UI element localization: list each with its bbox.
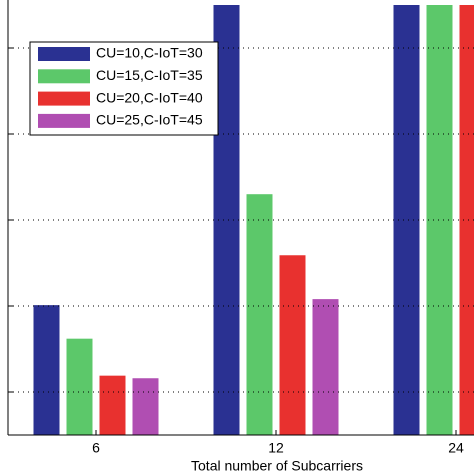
bar (426, 5, 453, 435)
legend-swatch (38, 69, 90, 84)
bar (246, 194, 273, 435)
legend-swatch (38, 91, 90, 106)
legend-label: CU=25,C-IoT=45 (96, 112, 203, 128)
legend-swatch (38, 113, 90, 128)
bar (459, 5, 474, 435)
legend-label: CU=15,C-IoT=35 (96, 67, 203, 83)
bar (33, 305, 60, 435)
x-tick-label: 24 (448, 440, 464, 456)
legend-swatch (38, 47, 90, 61)
x-tick-label: 6 (92, 440, 100, 456)
x-axis-label: Total number of Subcarriers (191, 458, 363, 474)
legend-label: CU=10,C-IoT=30 (96, 45, 203, 61)
legend-label: CU=20,C-IoT=40 (96, 89, 203, 105)
bar (99, 375, 126, 435)
bar (393, 5, 420, 435)
plot-area (33, 5, 474, 435)
bar (279, 255, 306, 435)
x-tick-label: 12 (268, 440, 284, 456)
bar (132, 378, 159, 435)
bar (66, 338, 93, 435)
bar (312, 299, 339, 435)
